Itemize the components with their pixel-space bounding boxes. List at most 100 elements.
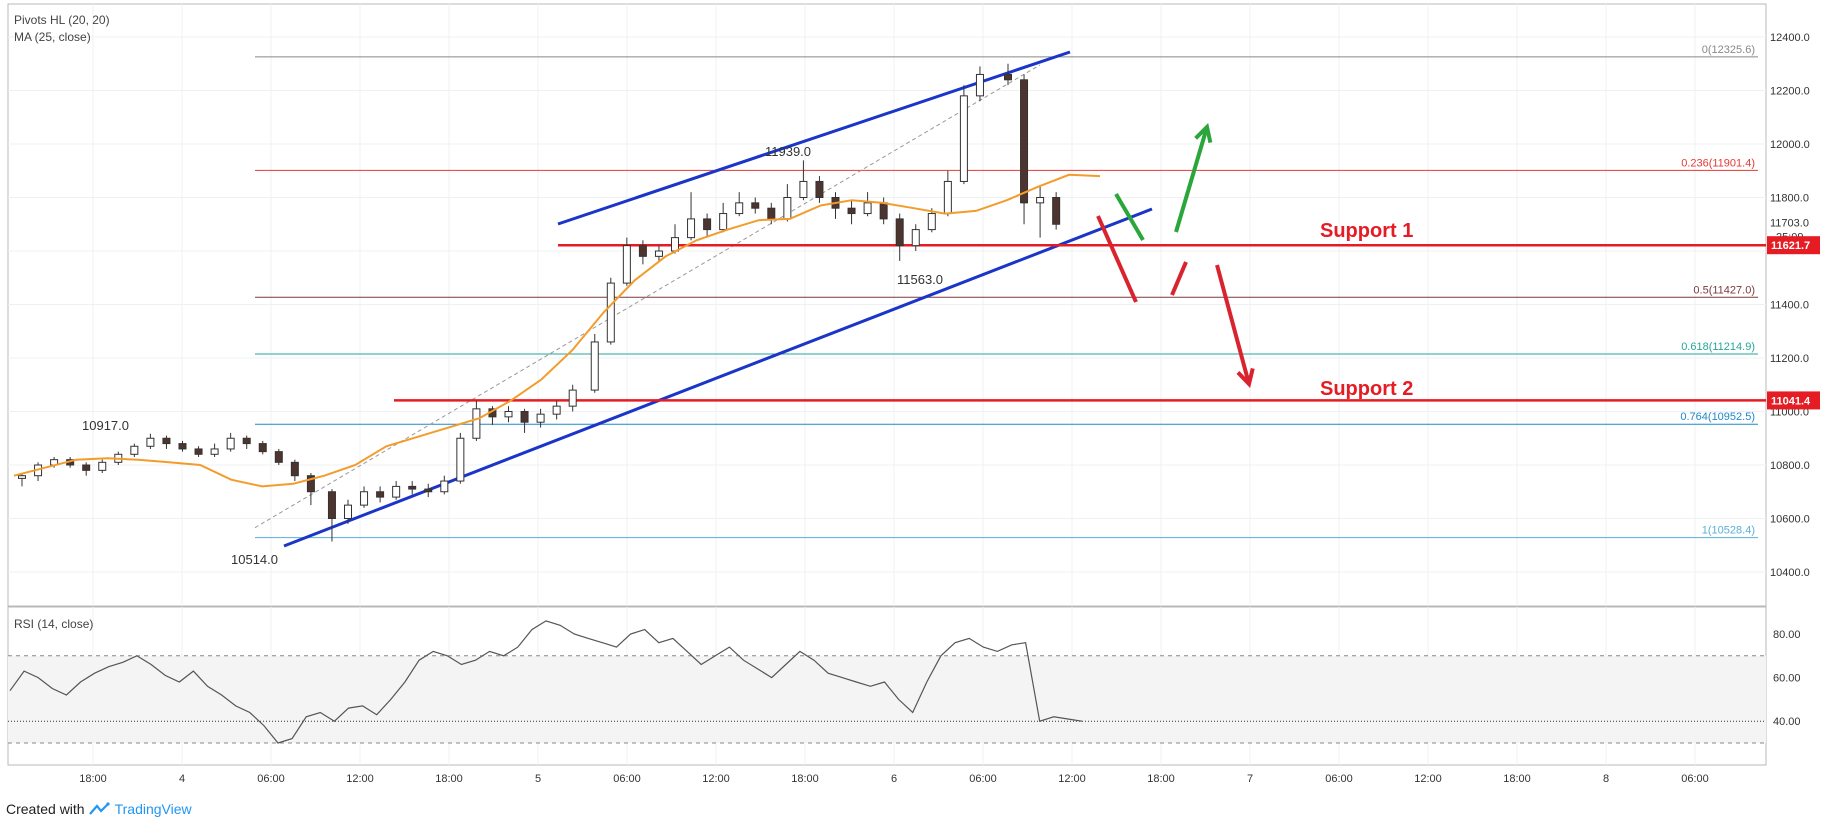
candle-body: [210, 448, 219, 455]
candle-body: [194, 448, 203, 455]
support-2-badge: [1767, 391, 1820, 410]
time-tick: 18:00: [1503, 773, 1531, 785]
price-tick: 11800.0: [1770, 193, 1809, 205]
time-tick: 18:00: [79, 773, 107, 785]
fib-label: 1(10528.4): [1702, 525, 1755, 537]
candle-body: [146, 437, 155, 447]
time-tick: 18:00: [435, 773, 463, 785]
time-tick: 7: [1247, 773, 1253, 785]
candle-body: [799, 180, 808, 198]
red-down-arrow-2-head: [1236, 367, 1255, 389]
support-1-label: Support 1: [1320, 220, 1413, 242]
candle-body: [622, 245, 631, 284]
created-with-label: Created with: [6, 801, 85, 817]
time-tick: 06:00: [1681, 773, 1709, 785]
candle-body: [815, 180, 824, 198]
indicator-ma-label: MA (25, close): [14, 30, 91, 44]
price-tick: 12000.0: [1770, 139, 1810, 151]
candle-body: [879, 202, 888, 220]
candle-body: [306, 475, 315, 493]
pivot-label: 11563.0: [897, 272, 943, 287]
fib-levels: 0(12325.6) 0.236(11901.4) 0.5(11427.0) 0.61…: [254, 44, 1758, 539]
time-tick: 12:00: [702, 773, 730, 785]
red-down-arrow-2: [1215, 264, 1251, 385]
candle-body: [783, 197, 792, 220]
scenario-arrows: [1096, 122, 1255, 389]
support-1-badge: [1767, 236, 1820, 255]
candle-body: [178, 443, 187, 450]
time-tick: 06:00: [1325, 773, 1353, 785]
red-bounce-arrow: [1170, 261, 1188, 296]
candle-body: [1004, 73, 1012, 81]
candle-body: [895, 218, 904, 247]
time-tick: 4: [179, 773, 185, 785]
candle-body: [959, 95, 968, 182]
candle-body: [274, 451, 283, 463]
chart-labels: Pivots HL (20, 20) MA (25, close) RSI (14,…: [14, 13, 1413, 631]
pivot-label: 11939.0: [765, 144, 811, 159]
red-down-arrow-1: [1096, 215, 1138, 303]
candle-body: [226, 437, 235, 450]
candle-body: [654, 250, 663, 257]
price-tick: 11400.0: [1770, 300, 1809, 312]
candle-body: [638, 245, 647, 257]
fib-label: 0(12325.6): [1702, 44, 1755, 56]
support-2-label: Support 2: [1320, 378, 1413, 400]
support-1-badge-text: 11621.7: [1771, 240, 1810, 252]
candle-body: [719, 213, 728, 231]
candle-body: [847, 207, 856, 215]
time-tick: 06:00: [613, 773, 641, 785]
time-axis[interactable]: 18:00 4 06:00 12:00 18:00 5 06:00 12:00 18:00 6 06…: [79, 773, 1709, 785]
time-tick: 12:00: [1058, 773, 1086, 785]
candle-body: [975, 73, 984, 97]
candle-body: [671, 237, 679, 252]
fib-label: 0.236(11901.4): [1681, 157, 1755, 169]
footer: Created with TradingView: [6, 801, 192, 817]
time-tick: 18:00: [791, 773, 819, 785]
gridlines: [8, 4, 1766, 765]
candle-body: [767, 207, 776, 220]
fib-trend-line: [254, 64, 1041, 529]
candle-body: [258, 443, 267, 453]
candle-body: [456, 437, 465, 482]
candle-body: [703, 218, 712, 231]
candle-body: [242, 437, 251, 445]
candle-body: [472, 408, 481, 439]
candle-body: [392, 485, 401, 498]
candle-body: [927, 213, 936, 231]
indicator-pivots-label: Pivots HL (20, 20): [14, 13, 110, 27]
candle-body: [290, 461, 299, 477]
time-tick: 12:00: [1414, 773, 1442, 785]
candle-body: [424, 488, 433, 493]
support-2-badge-text: 11041.4: [1771, 395, 1811, 407]
green-pullback-arrow: [1114, 192, 1145, 242]
tradingview-brand[interactable]: TradingView: [114, 801, 192, 817]
candle-body: [911, 229, 920, 247]
candle-body: [1020, 79, 1029, 204]
current-price-label: 11703.0: [1770, 217, 1809, 229]
rsi-tick: 60.00: [1773, 673, 1801, 685]
candle-body: [376, 491, 385, 498]
price-tick: 10800.0: [1770, 460, 1810, 472]
candle-body: [360, 491, 369, 506]
price-axis[interactable]: 12400.0 12200.0 12000.0 11800.0 11400.0 11200…: [1767, 32, 1820, 728]
price-tick: 11200.0: [1770, 353, 1809, 365]
ma-line-path: [13, 173, 1101, 488]
price-tick: 10400.0: [1770, 567, 1810, 579]
candle-body: [943, 180, 952, 215]
candle-body: [751, 202, 760, 209]
fib-label: 0.5(11427.0): [1693, 284, 1755, 296]
pivot-label: 10514.0: [231, 552, 278, 567]
candle-body: [504, 411, 513, 418]
rsi-tick: 40.00: [1773, 716, 1801, 728]
candle-body: [590, 341, 599, 391]
price-tick: 12400.0: [1770, 32, 1810, 44]
candle-body: [98, 461, 107, 471]
support-lines: [394, 243, 1766, 402]
candle-body: [1036, 197, 1045, 204]
price-tick: 12200.0: [1770, 86, 1810, 98]
time-tick: 5: [535, 773, 541, 785]
candlesticks: [18, 63, 1061, 542]
time-tick: 6: [891, 773, 897, 785]
